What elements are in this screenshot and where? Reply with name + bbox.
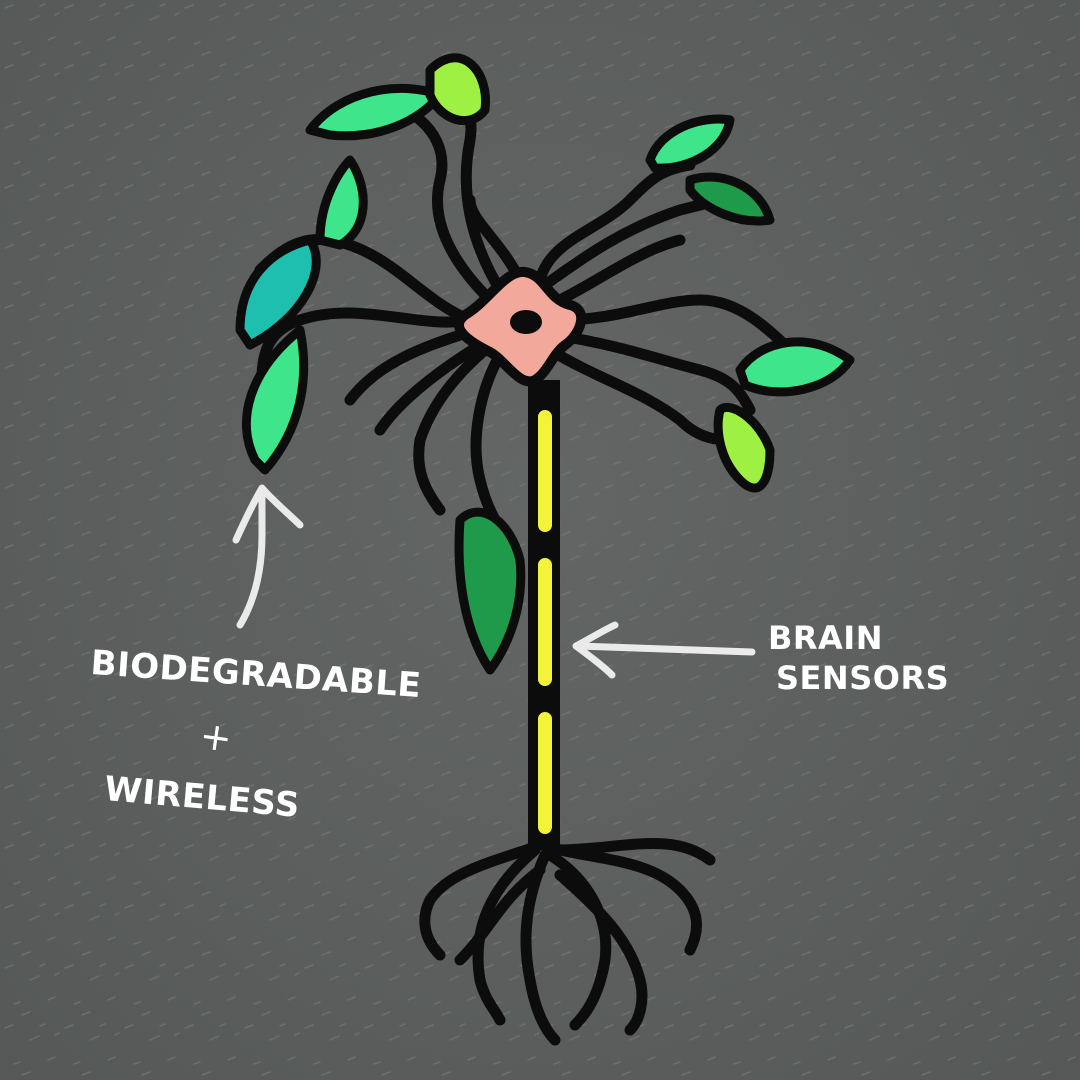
plus-label: +	[197, 712, 236, 762]
axon	[528, 380, 560, 850]
myelin-segment	[534, 708, 556, 838]
leaf-icon	[454, 507, 526, 675]
arrow-icon	[232, 484, 304, 629]
leaf-icon	[713, 402, 775, 493]
nucleus	[510, 310, 542, 334]
leaf-icon	[735, 337, 855, 397]
axon-terminals	[419, 838, 716, 1046]
leaf-icon	[685, 172, 775, 226]
sensors-label: SENSORS	[776, 659, 950, 697]
soma	[454, 267, 587, 387]
myelin-segment	[534, 554, 556, 690]
brain-label: BRAIN	[768, 619, 883, 657]
leaf-icon	[315, 155, 368, 250]
leaf-icon	[235, 235, 321, 350]
leaf-icon	[425, 53, 491, 126]
leaf-icon	[645, 114, 735, 173]
arrow-icon	[572, 621, 756, 679]
leaf-icon	[241, 325, 309, 475]
leaves	[235, 53, 855, 675]
myelin-segment	[534, 406, 556, 536]
